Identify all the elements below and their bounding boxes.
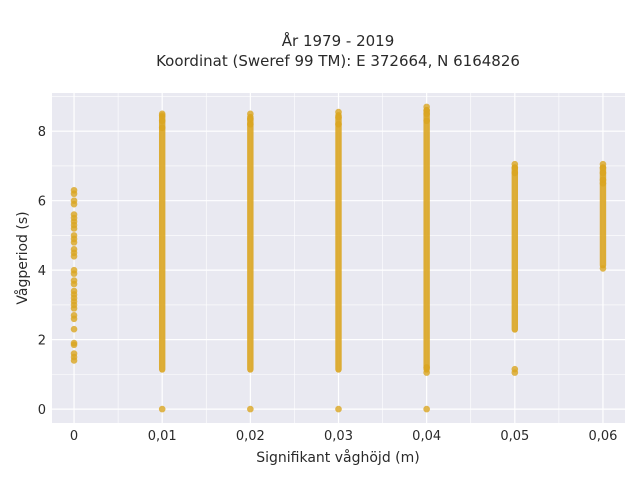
data-point-range	[599, 164, 607, 269]
y-axis-label: Vågperiod (s)	[14, 211, 31, 304]
data-point	[70, 277, 78, 284]
y-tick-label: 8	[38, 125, 46, 140]
data-point-range	[247, 113, 254, 373]
data-point	[70, 197, 78, 204]
data-point	[335, 108, 342, 116]
data-point	[423, 103, 430, 111]
x-tick-label: 0,06	[588, 429, 617, 444]
data-point	[511, 169, 519, 177]
data-point	[247, 115, 254, 123]
data-point	[599, 265, 607, 272]
data-point	[70, 232, 78, 239]
data-point	[423, 405, 430, 413]
data-point	[158, 405, 166, 413]
y-tick-label: 2	[38, 334, 46, 349]
data-point	[599, 160, 607, 168]
data-point	[599, 169, 607, 177]
x-tick-label: 0,01	[148, 429, 177, 444]
data-point-range	[158, 113, 166, 373]
data-point-range	[423, 106, 430, 373]
y-tick-label: 6	[38, 195, 46, 210]
data-point	[335, 120, 342, 128]
data-point	[158, 117, 166, 125]
data-point	[158, 124, 166, 132]
x-tick-label: 0,04	[412, 429, 441, 444]
x-axis-ticks: 0 0,01 0,02 0,03 0,04 0,05 0,06	[70, 429, 618, 444]
data-point	[70, 339, 78, 347]
x-tick-label: 0,02	[236, 429, 265, 444]
x-tick-label: 0	[70, 429, 78, 444]
data-point	[70, 325, 78, 333]
chart-title-line2: Koordinat (Sweref 99 TM): E 372664, N 61…	[156, 52, 520, 70]
data-point	[423, 117, 430, 125]
data-point	[247, 110, 254, 118]
x-axis-label: Signifikant våghöjd (m)	[256, 449, 419, 466]
data-point	[70, 246, 78, 253]
data-point	[247, 405, 254, 413]
data-points	[70, 103, 607, 413]
data-point	[335, 114, 342, 121]
data-point	[70, 186, 78, 194]
data-point	[511, 160, 519, 168]
data-point	[423, 369, 430, 376]
data-point-range	[511, 164, 519, 333]
data-point	[423, 364, 430, 371]
data-point	[335, 405, 342, 413]
y-tick-label: 4	[38, 264, 46, 279]
data-point	[511, 365, 519, 373]
chart-title-line1: År 1979 - 2019	[282, 31, 395, 50]
data-point	[70, 312, 78, 319]
data-point	[599, 176, 607, 184]
data-point	[247, 120, 254, 128]
data-point	[70, 266, 78, 274]
data-point	[70, 350, 78, 357]
data-point	[70, 287, 78, 295]
x-tick-label: 0,05	[500, 429, 529, 444]
data-point-range	[335, 112, 342, 373]
y-axis-ticks: 0 2 4 6 8	[38, 125, 46, 418]
data-point	[70, 211, 78, 218]
data-point	[158, 110, 166, 118]
x-tick-label: 0,03	[324, 429, 353, 444]
y-tick-label: 0	[38, 403, 46, 418]
